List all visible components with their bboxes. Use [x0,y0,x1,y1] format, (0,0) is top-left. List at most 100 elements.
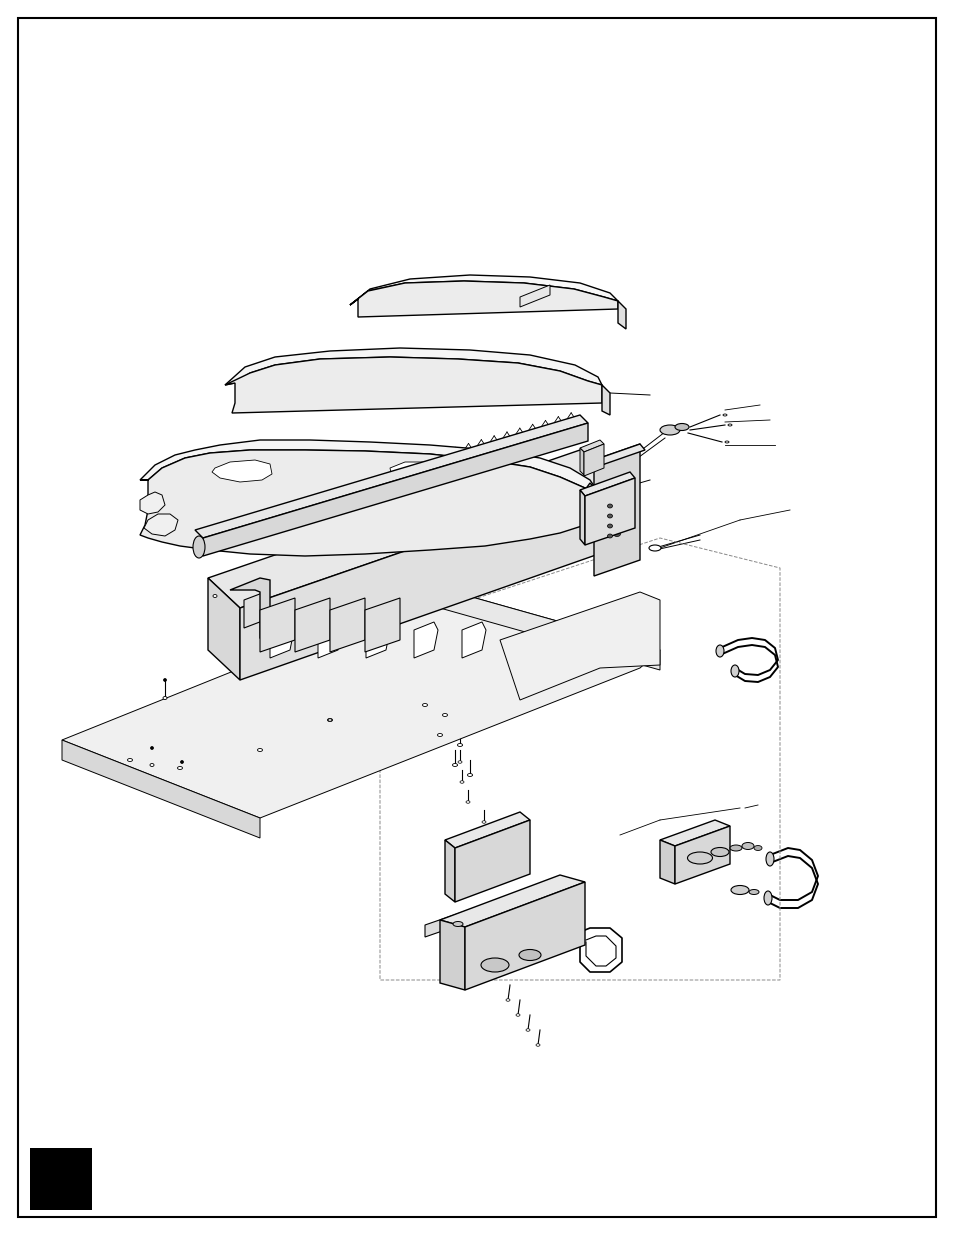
Ellipse shape [613,478,619,483]
Polygon shape [659,840,675,884]
Polygon shape [270,622,294,658]
Polygon shape [330,598,365,652]
Polygon shape [365,598,399,652]
Polygon shape [240,480,609,680]
Ellipse shape [727,424,731,426]
Ellipse shape [480,958,509,972]
Polygon shape [579,448,583,475]
Ellipse shape [613,531,619,536]
Ellipse shape [213,594,216,598]
Polygon shape [584,478,635,545]
Ellipse shape [128,758,132,762]
Ellipse shape [193,536,205,558]
Polygon shape [230,578,270,640]
Ellipse shape [151,746,153,750]
Ellipse shape [525,1029,530,1031]
Ellipse shape [518,950,540,961]
Polygon shape [499,592,659,700]
Ellipse shape [150,763,153,767]
Polygon shape [317,622,341,658]
Ellipse shape [741,842,753,850]
Polygon shape [579,440,603,452]
Ellipse shape [163,697,167,699]
Polygon shape [519,285,550,308]
Polygon shape [594,445,639,576]
Ellipse shape [710,847,728,857]
Ellipse shape [257,748,262,752]
Ellipse shape [177,767,182,769]
Ellipse shape [607,534,612,538]
Polygon shape [583,445,603,475]
Ellipse shape [481,821,485,824]
Ellipse shape [729,845,741,851]
Ellipse shape [716,645,723,657]
Ellipse shape [442,714,447,716]
Polygon shape [601,385,609,415]
Polygon shape [579,490,584,545]
Ellipse shape [516,1014,519,1016]
Polygon shape [439,876,584,927]
Polygon shape [444,840,455,902]
Ellipse shape [722,414,726,416]
Polygon shape [244,592,265,629]
Polygon shape [140,440,598,492]
Ellipse shape [459,781,463,783]
Polygon shape [208,578,240,680]
Ellipse shape [659,425,679,435]
Ellipse shape [613,495,619,500]
Ellipse shape [607,514,612,517]
Polygon shape [62,740,260,839]
Polygon shape [260,598,294,652]
Polygon shape [194,415,587,538]
Ellipse shape [753,846,761,851]
Ellipse shape [613,514,619,519]
Ellipse shape [765,852,773,866]
Polygon shape [675,826,729,884]
Ellipse shape [327,719,333,721]
Polygon shape [294,598,330,652]
Ellipse shape [607,524,612,529]
Polygon shape [203,424,587,556]
Polygon shape [140,450,598,556]
Polygon shape [579,472,635,496]
Ellipse shape [724,441,728,443]
Polygon shape [414,622,437,658]
Bar [30,1149,91,1210]
Ellipse shape [328,719,332,721]
Polygon shape [581,483,598,525]
Ellipse shape [457,743,462,746]
Polygon shape [424,881,555,937]
Polygon shape [455,820,530,902]
Ellipse shape [687,852,712,864]
Polygon shape [594,445,644,466]
Polygon shape [444,811,530,848]
Ellipse shape [730,664,739,677]
Polygon shape [350,275,618,305]
Polygon shape [366,622,390,658]
Polygon shape [350,282,618,317]
Ellipse shape [675,424,688,431]
Polygon shape [62,588,659,818]
Polygon shape [390,462,439,484]
Polygon shape [225,357,601,412]
Ellipse shape [748,889,759,894]
Polygon shape [461,622,485,658]
Polygon shape [464,882,584,990]
Ellipse shape [457,761,461,763]
Polygon shape [144,514,178,536]
Ellipse shape [180,761,183,763]
Ellipse shape [452,763,457,767]
Ellipse shape [490,841,494,844]
Ellipse shape [465,800,470,803]
Polygon shape [439,920,464,990]
Ellipse shape [422,704,427,706]
Ellipse shape [730,885,748,894]
Ellipse shape [163,678,167,682]
Ellipse shape [607,504,612,508]
Polygon shape [140,492,165,514]
Polygon shape [208,450,609,608]
Polygon shape [212,459,272,482]
Polygon shape [618,301,625,329]
Ellipse shape [453,921,462,926]
Polygon shape [225,348,601,385]
